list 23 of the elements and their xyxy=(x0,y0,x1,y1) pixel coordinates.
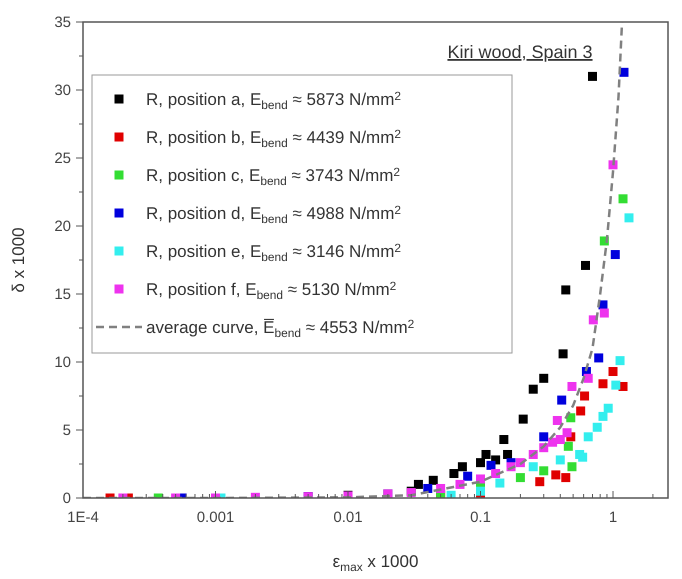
y-tick-label: 0 xyxy=(62,490,71,507)
x-tick-label: 1E-4 xyxy=(67,509,99,526)
legend-label: R, position e, E$_{bend}$ ≈ 3146 N/mm$^{2}$ xyxy=(146,240,402,264)
x-tick-label: 0.01 xyxy=(333,509,363,526)
y-axis-title: δ x 1000 xyxy=(9,227,28,293)
y-tick-label: 20 xyxy=(54,218,71,235)
legend-label: R, position a, E$_{bend}$ ≈ 5873 N/mm$^{2}$ xyxy=(146,88,402,112)
y-tick-label: 10 xyxy=(54,354,71,371)
legend-label: R, position f, E$_{bend}$ ≈ 5130 N/mm$^{2}$ xyxy=(146,278,397,302)
x-tick-label: 1 xyxy=(608,509,618,526)
legend-label: R, position d, E$_{bend}$ ≈ 4988 N/mm$^{2}$ xyxy=(146,202,402,226)
y-tick-label: 25 xyxy=(54,150,71,167)
legend-label: R, position c, E$_{bend}$ ≈ 3743 N/mm$^{2}$ xyxy=(146,164,400,188)
legend-label: average curve, E̅$_{bend}$ ≈ 4553 N/mm$^{2}$ xyxy=(146,316,415,340)
x-tick-label: 0.1 xyxy=(470,509,491,526)
legend-label: R, position b, E$_{bend}$ ≈ 4439 N/mm$^{2}$ xyxy=(146,126,402,150)
x-axis-title: ε$_{max}$ x 1000 xyxy=(332,552,418,574)
y-tick-label: 5 xyxy=(62,422,71,439)
y-tick-label: 30 xyxy=(54,82,71,99)
y-tick-label: 15 xyxy=(54,286,71,303)
y-tick-label: 35 xyxy=(54,14,71,31)
x-tick-label: 0.001 xyxy=(196,509,234,526)
text: Kiri wood, Spain 3 xyxy=(447,42,593,62)
